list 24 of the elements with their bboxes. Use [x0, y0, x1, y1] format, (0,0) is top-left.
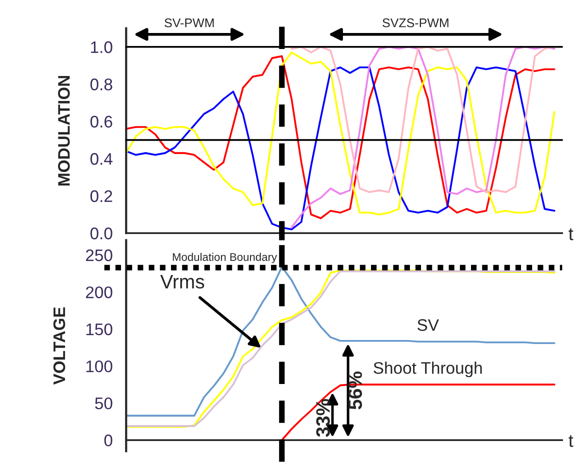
- text: SV-PWM: [164, 18, 214, 28]
- y-axis-title: MODULATION: [58, 76, 70, 186]
- y-tick-label: 0.2: [90, 190, 112, 202]
- x-axis-title: t: [568, 435, 574, 448]
- annotation: 33%: [316, 398, 330, 437]
- y-axis-title: VOLTAGE: [53, 307, 66, 385]
- x-axis-title: t: [568, 228, 574, 240]
- y-tick-label: 0: [104, 434, 112, 446]
- text: SVZS-PWM: [382, 18, 448, 28]
- y-tick-label: 0.4: [90, 153, 112, 165]
- y-tick-label: 150: [86, 323, 112, 336]
- y-tick-label: 0.0: [90, 228, 112, 240]
- y-tick-label: 0.8: [90, 78, 112, 90]
- annotation: 56%: [348, 372, 362, 410]
- y-tick-label: 200: [86, 286, 112, 298]
- series-label: SV: [418, 319, 439, 331]
- y-tick-label: 0.6: [90, 116, 112, 128]
- y-tick-label: 1.0: [91, 41, 112, 54]
- y-tick-label: 50: [95, 397, 112, 410]
- ref-line-label: Modulation Boundary: [172, 252, 277, 264]
- y-tick-label: 100: [86, 360, 112, 372]
- annotation: Vrms: [160, 274, 204, 289]
- y-tick-label: 250: [86, 249, 112, 262]
- series-label: Shoot Through: [374, 362, 482, 378]
